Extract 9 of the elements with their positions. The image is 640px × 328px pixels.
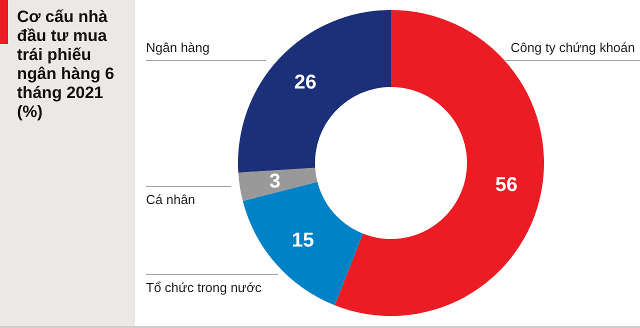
data-label: 15 xyxy=(292,230,314,252)
data-label: 3 xyxy=(269,170,281,192)
text: Cơ cấu nhà đầu tư mua trái phiếu ngân hàng 6 tháng 2021 (%) xyxy=(17,8,116,122)
slice-label: Tổ chức trong nước xyxy=(146,274,278,295)
data-label: 26 xyxy=(294,72,316,94)
slice-label: Công ty chứng khoán xyxy=(505,40,640,61)
data-label: 56 xyxy=(495,174,518,196)
slice-label: Ngân hàng xyxy=(146,40,266,61)
slice-label: Cá nhân xyxy=(146,186,231,207)
